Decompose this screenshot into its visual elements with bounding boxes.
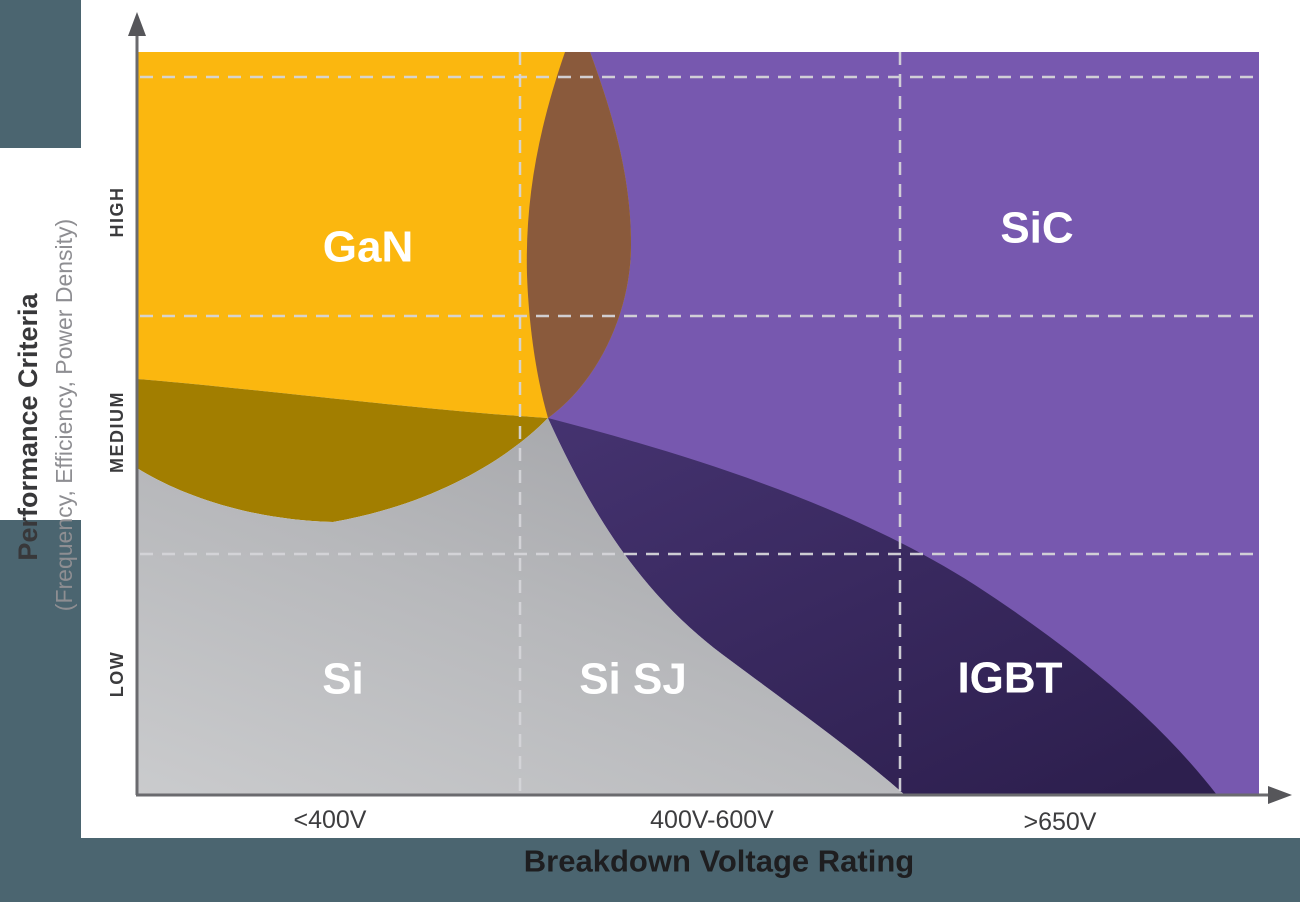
axes [128,12,1292,804]
region-gan [137,52,631,418]
label-gan: GaN [323,223,413,272]
y-axis-title: Performance Criteria [13,292,43,560]
x-tick-under-400v: <400V [294,806,367,834]
frame-bottom-band [0,838,1300,902]
x-axis-arrow-icon [1268,786,1292,804]
y-tick-high: HIGH [107,187,127,238]
label-igbt: IGBT [957,654,1062,703]
y-axis-subtitle: (Frequency, Efficiency, Power Density) [51,219,77,611]
frame-top-left [0,0,81,148]
label-si: Si [322,655,364,704]
gridlines [140,52,1259,793]
label-si-sj: Si SJ [579,655,687,704]
y-axis-arrow-icon [128,12,146,36]
x-tick-over-650v: >650V [1024,808,1097,836]
x-axis-title: Breakdown Voltage Rating [524,844,914,879]
region-gan-si-overlap [137,379,548,522]
x-tick-400-600v: 400V-600V [650,806,774,834]
region-igbt [548,418,1217,795]
y-tick-low: LOW [107,651,127,698]
label-sic: SiC [1000,204,1073,253]
y-tick-medium: MEDIUM [107,391,127,473]
region-gan-sic-overlap [526,52,631,418]
frame-left-lower [0,520,81,838]
